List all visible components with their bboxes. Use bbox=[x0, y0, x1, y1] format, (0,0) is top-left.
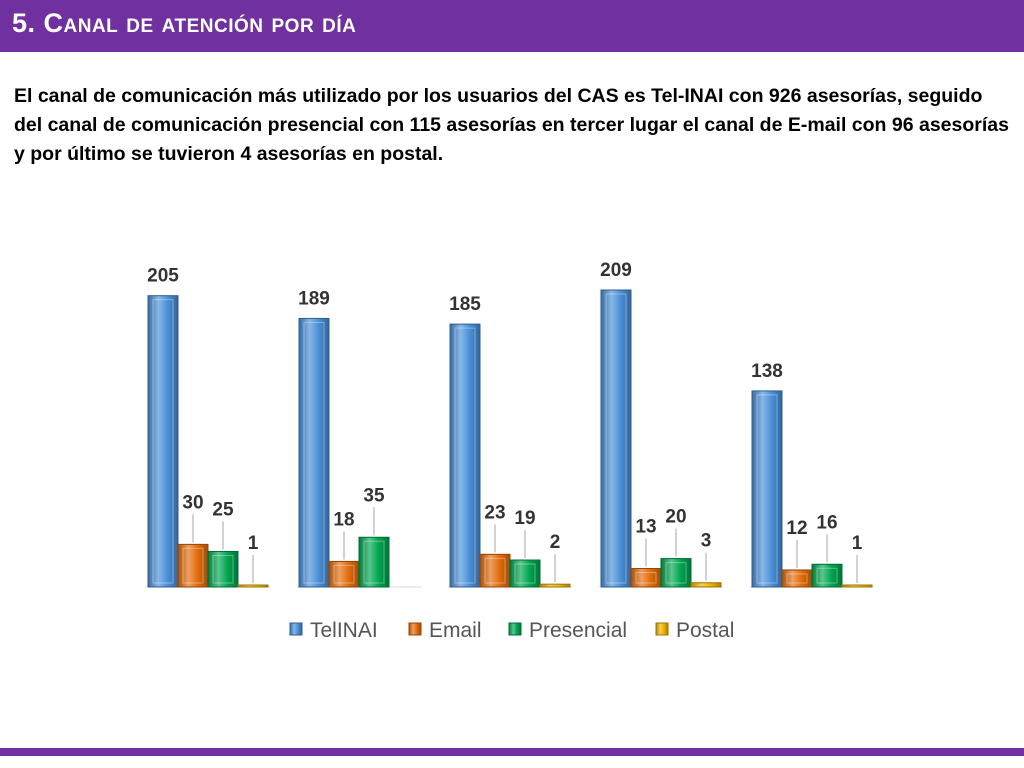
data-label-telinai-2: 189 bbox=[298, 288, 330, 309]
bar-bevel-presencial-5 bbox=[816, 567, 838, 584]
data-label-postal-5: 1 bbox=[852, 533, 863, 554]
bar-bevel-telinai-1 bbox=[152, 299, 174, 584]
intro-paragraph: El canal de comunicación más utilizado p… bbox=[14, 85, 1009, 165]
bar-email-3 bbox=[479, 553, 511, 588]
bar-presencial-2 bbox=[358, 536, 390, 588]
data-label-email-3: 23 bbox=[484, 502, 505, 523]
bar-telinai-2 bbox=[298, 317, 330, 588]
bar-presencial-1 bbox=[207, 550, 239, 588]
bar-telinai-3 bbox=[449, 323, 481, 588]
data-label-presencial-5: 16 bbox=[816, 512, 837, 533]
page-title: 5. Canal de atención por día bbox=[12, 8, 357, 38]
bar-bevel-email-4 bbox=[635, 572, 657, 584]
bar-bevel-presencial-1 bbox=[212, 554, 234, 584]
data-label-postal-3: 2 bbox=[550, 532, 561, 553]
bar-postal-5 bbox=[841, 584, 873, 588]
bar-bevel-email-1 bbox=[182, 547, 204, 584]
bar-presencial-5 bbox=[811, 563, 843, 588]
bar-telinai-1 bbox=[147, 295, 179, 588]
bar-bevel-email-2 bbox=[333, 564, 355, 584]
bar-bevel-telinai-5 bbox=[756, 394, 778, 584]
data-label-postal-4: 3 bbox=[701, 531, 712, 552]
legend-swatch-email bbox=[408, 622, 422, 636]
data-label-email-1: 30 bbox=[182, 492, 203, 513]
legend-label-postal: Postal bbox=[676, 619, 734, 642]
bar-postal-1 bbox=[237, 584, 269, 588]
legend-swatch-presencial bbox=[508, 622, 522, 636]
legend-swatch-postal bbox=[655, 622, 669, 636]
data-label-presencial-3: 19 bbox=[514, 508, 535, 529]
bar-postal-4 bbox=[690, 582, 722, 588]
bar-telinai-5 bbox=[751, 390, 783, 588]
bar-bevel-email-3 bbox=[484, 557, 506, 584]
legend-swatch-telinai bbox=[289, 622, 303, 636]
leader-lines bbox=[192, 507, 858, 583]
data-label-email-5: 12 bbox=[786, 518, 807, 539]
bar-postal-3 bbox=[539, 583, 571, 588]
bar-bevel-telinai-2 bbox=[303, 321, 325, 584]
data-label-telinai-1: 205 bbox=[147, 266, 179, 287]
data-label-telinai-3: 185 bbox=[449, 294, 481, 315]
bar-bevel-presencial-4 bbox=[665, 562, 687, 584]
bar-email-1 bbox=[177, 543, 209, 588]
bar-bevel-presencial-2 bbox=[363, 540, 385, 584]
bar-bevel-telinai-4 bbox=[605, 293, 627, 584]
legend-label-telinai: TelINAI bbox=[310, 619, 378, 642]
data-label-presencial-2: 35 bbox=[363, 485, 385, 506]
bar-presencial-3 bbox=[509, 559, 541, 588]
data-label-telinai-5: 138 bbox=[751, 361, 783, 382]
data-label-postal-1: 1 bbox=[248, 533, 259, 554]
data-label-presencial-1: 25 bbox=[212, 499, 234, 520]
legend-label-email: Email bbox=[429, 619, 482, 642]
bar-bevel-presencial-3 bbox=[514, 563, 536, 584]
bar-telinai-4 bbox=[600, 289, 632, 588]
bottom-accent-bar bbox=[0, 748, 1024, 756]
data-label-presencial-4: 20 bbox=[665, 507, 686, 528]
bars-layer bbox=[146, 289, 874, 588]
bar-presencial-4 bbox=[660, 558, 692, 588]
chart-legend: TelINAI Email Presencial Postal bbox=[289, 619, 734, 642]
bar-bevel-telinai-3 bbox=[454, 327, 476, 584]
data-label-telinai-4: 209 bbox=[600, 260, 632, 281]
title-bar: 5. Canal de atención por día bbox=[0, 0, 1024, 52]
data-label-email-4: 13 bbox=[635, 517, 656, 538]
legend-label-presencial: Presencial bbox=[529, 619, 627, 642]
data-label-email-2: 18 bbox=[333, 509, 354, 530]
bar-bevel-email-5 bbox=[786, 573, 808, 584]
